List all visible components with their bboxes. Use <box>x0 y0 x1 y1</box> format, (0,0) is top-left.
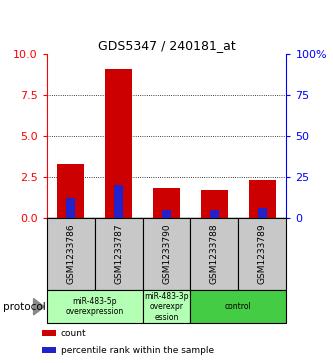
Bar <box>162 209 171 218</box>
Bar <box>143 218 190 290</box>
Polygon shape <box>34 298 44 315</box>
Text: miR-483-5p
overexpression: miR-483-5p overexpression <box>66 297 124 317</box>
Bar <box>143 290 190 323</box>
Bar <box>66 198 75 218</box>
Text: control: control <box>225 302 252 311</box>
Text: protocol: protocol <box>3 302 46 312</box>
Bar <box>42 330 56 336</box>
Text: GSM1233788: GSM1233788 <box>210 224 219 285</box>
Bar <box>190 290 286 323</box>
Bar <box>42 347 56 353</box>
Text: GSM1233786: GSM1233786 <box>66 224 75 285</box>
Bar <box>57 164 84 218</box>
Text: count: count <box>61 329 87 338</box>
Bar <box>249 180 276 218</box>
Text: GSM1233787: GSM1233787 <box>114 224 123 285</box>
Bar <box>47 218 95 290</box>
Bar <box>238 218 286 290</box>
Bar <box>47 290 143 323</box>
Bar <box>114 185 123 218</box>
Title: GDS5347 / 240181_at: GDS5347 / 240181_at <box>98 39 235 52</box>
Bar <box>210 209 219 218</box>
Bar <box>190 218 238 290</box>
Bar <box>105 69 132 218</box>
Bar <box>153 188 180 218</box>
Bar <box>95 218 143 290</box>
Text: GSM1233790: GSM1233790 <box>162 224 171 285</box>
Bar <box>201 190 228 218</box>
Text: GSM1233789: GSM1233789 <box>258 224 267 285</box>
Text: miR-483-3p
overexpr
ession: miR-483-3p overexpr ession <box>144 292 189 322</box>
Bar <box>258 208 267 218</box>
Text: percentile rank within the sample: percentile rank within the sample <box>61 346 214 355</box>
